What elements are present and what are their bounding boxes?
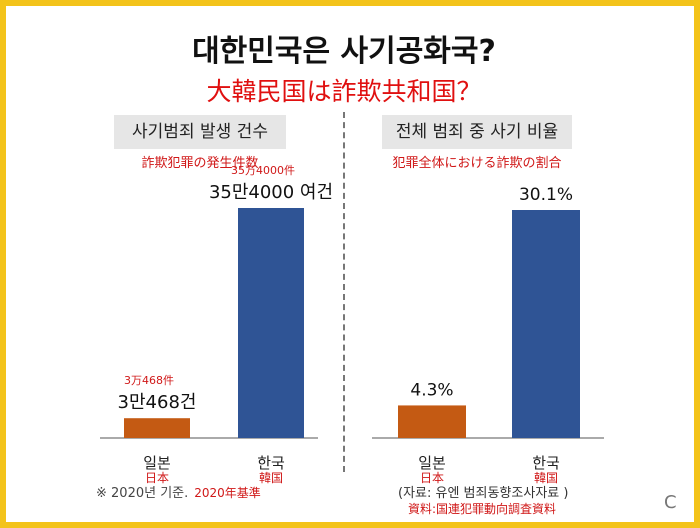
left-chart-title: 사기범죄 발생 건수 — [114, 115, 286, 149]
bar-korea — [238, 208, 304, 438]
source-note-jp: 資料:国連犯罪動向調査資料 — [408, 502, 557, 516]
x-tick-label: 일본 — [143, 454, 171, 472]
x-tick-label: 일본 — [418, 454, 446, 472]
panel-divider — [343, 112, 345, 472]
source-note: (자료: 유엔 범죄동향조사자료 ) — [398, 486, 569, 501]
footnote: ※ 2020년 기준. 2020年基準 — [96, 482, 261, 501]
x-tick-label-jp: 日本 — [420, 471, 444, 485]
page-subtitle-jp: 大韓民国は詐欺共和国？ — [206, 77, 482, 106]
data-label-jp: 3万468件 — [124, 374, 174, 387]
bar-korea — [512, 210, 580, 438]
x-tick-label-jp: 韓国 — [534, 471, 558, 485]
right-chart-title: 전체 범죄 중 사기 비율 — [382, 115, 572, 149]
data-label: 30.1% — [519, 185, 573, 205]
x-tick-label: 한국 — [532, 454, 560, 472]
right-chart-title-jp: 犯罪全体における詐欺の割合 — [392, 156, 562, 171]
footnote-jp: 2020年基準 — [194, 486, 261, 500]
page-title: 대한민국은 사기공화국? — [192, 34, 496, 69]
left-chart-title-jp: 詐欺犯罪の発生件数 — [141, 156, 259, 171]
bar-japan — [398, 405, 466, 438]
x-tick-label-jp: 日本 — [145, 471, 169, 485]
data-label-jp: 35万4000件 — [231, 164, 295, 177]
x-tick-label: 한국 — [257, 454, 285, 472]
corner-mark: C — [664, 492, 677, 513]
bar-japan — [124, 418, 190, 438]
data-label: 35만4000 여건 — [209, 182, 333, 203]
data-label: 3만468건 — [118, 392, 197, 413]
x-tick-label-jp: 韓国 — [259, 471, 283, 485]
data-label: 4.3% — [410, 380, 453, 400]
footnote-text: ※ 2020년 기준. — [96, 486, 189, 501]
